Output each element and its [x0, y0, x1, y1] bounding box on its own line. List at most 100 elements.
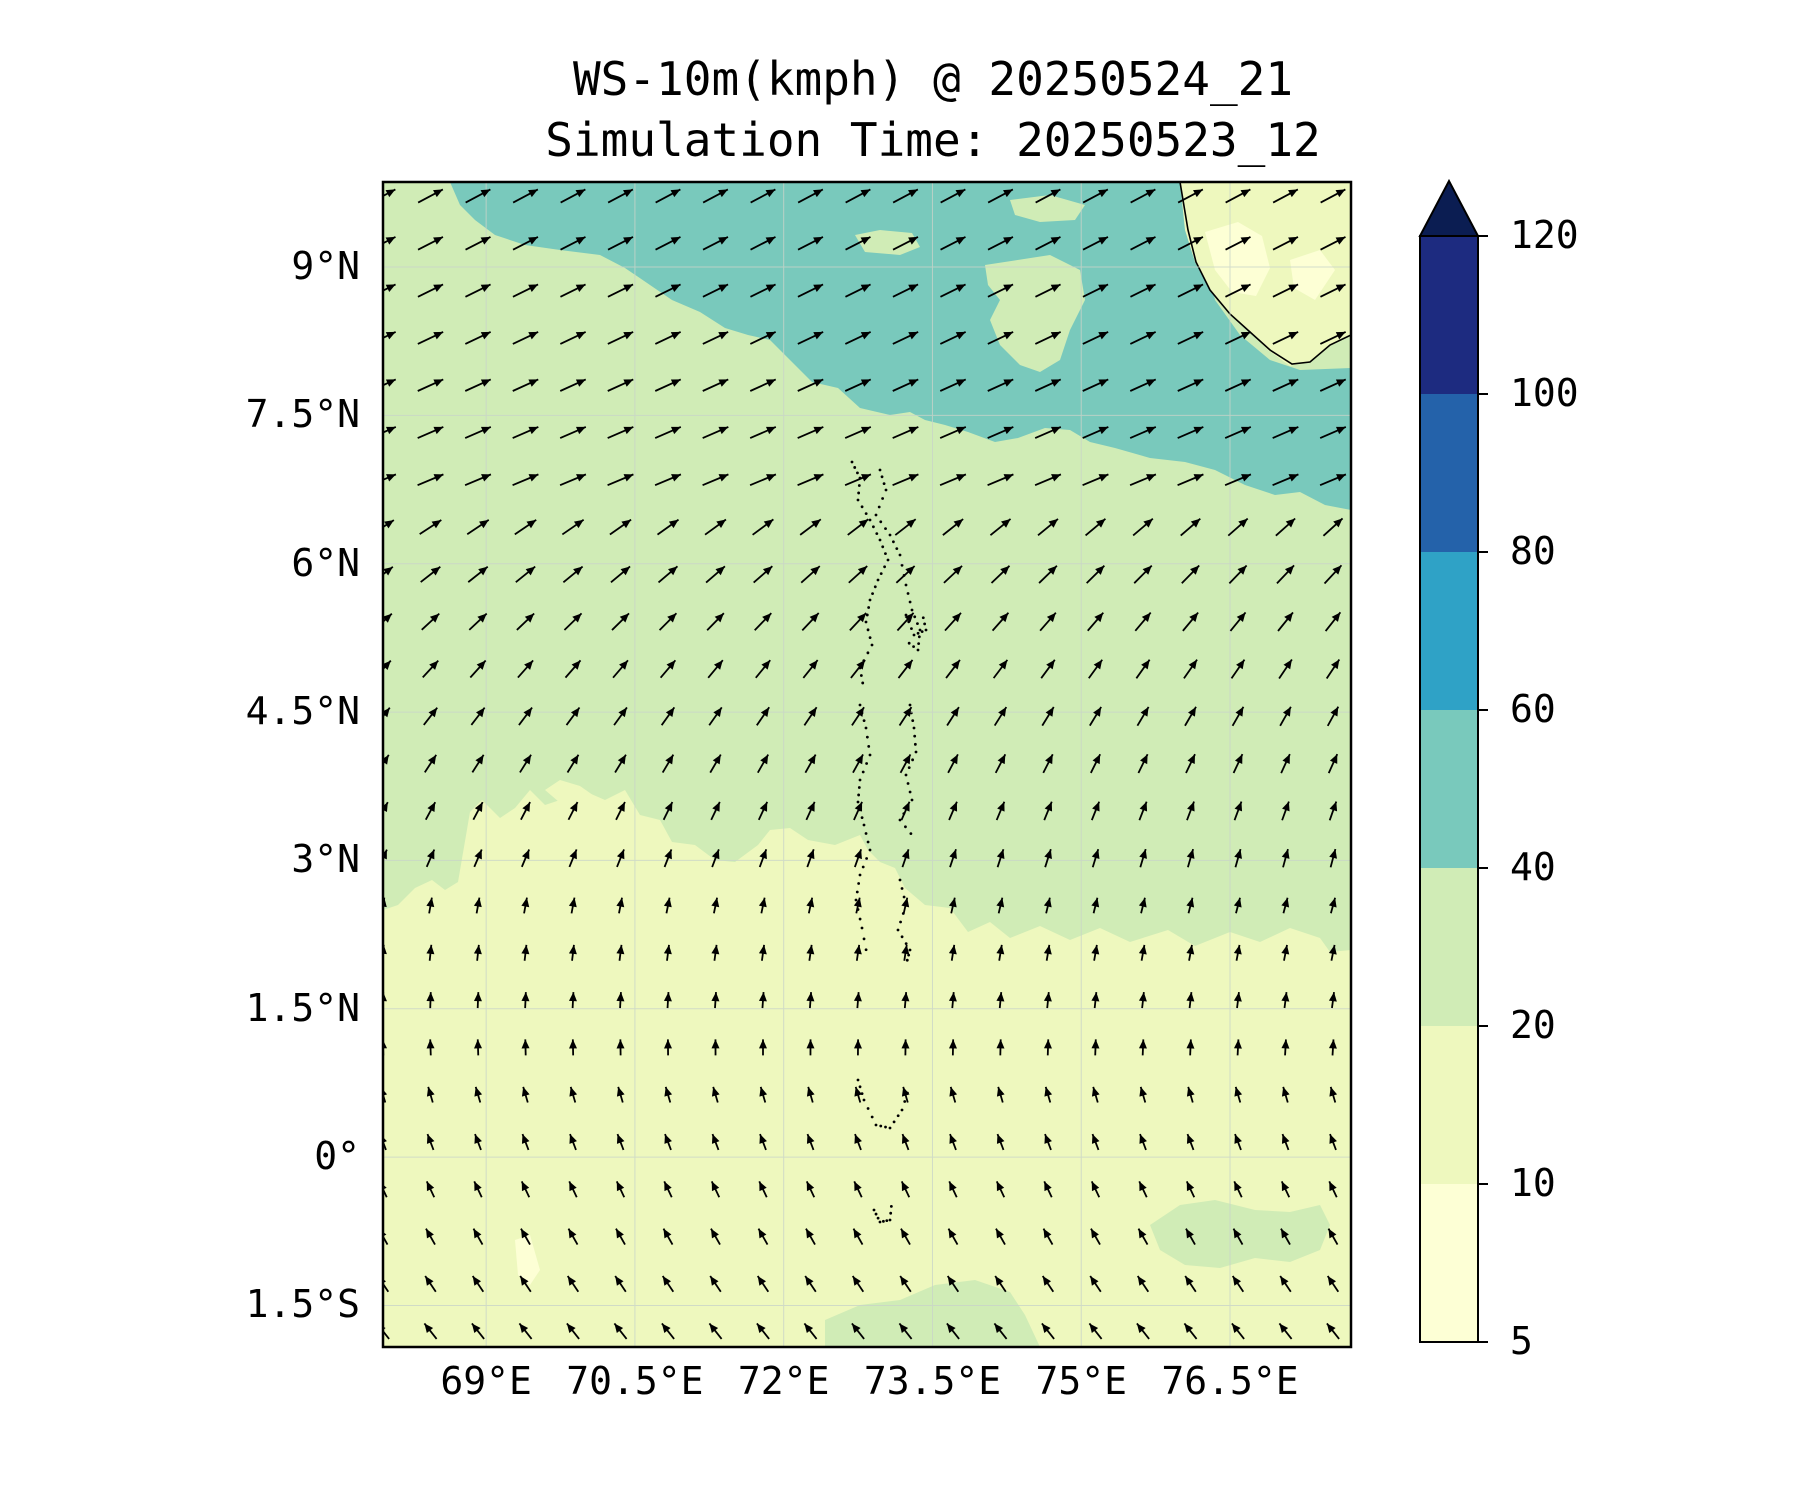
atoll-dot [884, 1125, 887, 1129]
atoll-dot [908, 600, 912, 604]
wind-vector [1090, 1180, 1101, 1198]
atoll-dot [874, 513, 878, 517]
atoll-dot [911, 719, 915, 723]
wind-vector [1137, 1228, 1149, 1246]
wind-vector [1272, 378, 1299, 392]
atoll-dot [914, 750, 918, 754]
wind-vector [996, 897, 1005, 914]
wind-vector [948, 1180, 958, 1198]
wind-vector [1234, 1133, 1242, 1151]
wind-vector [417, 331, 444, 345]
atoll-dot [896, 928, 900, 932]
wind-vector [1234, 848, 1242, 868]
atoll-dot [860, 505, 864, 509]
wind-vector [901, 848, 910, 868]
atoll-dot [879, 520, 883, 524]
atoll-dot [905, 958, 909, 962]
wind-vector [383, 613, 393, 623]
wind-vector [1134, 612, 1152, 632]
wind-vector [560, 283, 586, 298]
wind-vector [473, 944, 482, 961]
colorbar-extend-arrow [1418, 178, 1480, 237]
atoll-dot [856, 800, 860, 804]
wind-vector [853, 1039, 862, 1056]
wind-vector [702, 331, 729, 345]
atoll-dot [868, 753, 872, 757]
wind-vector [1281, 1086, 1290, 1103]
wind-vector [1089, 706, 1102, 727]
wind-vector [564, 659, 582, 679]
wind-vector [704, 518, 727, 536]
wind-vector [474, 1039, 483, 1056]
wind-vector [756, 706, 770, 726]
wind-vector [616, 897, 625, 914]
atoll-dot [886, 558, 890, 562]
wind-vector [1231, 1322, 1245, 1340]
wind-vector [607, 331, 634, 345]
wind-vector [519, 754, 532, 773]
wind-vector [1225, 283, 1251, 298]
wind-vector [654, 378, 682, 392]
wind-vector [1329, 848, 1337, 868]
wind-vector [1041, 1322, 1055, 1340]
atoll-dot [896, 1114, 900, 1118]
wind-vector [1039, 612, 1057, 632]
atoll-dot [910, 627, 913, 630]
wind-vector [1184, 1275, 1197, 1293]
wind-vector [710, 1180, 721, 1198]
wind-vector [1327, 753, 1339, 774]
atoll-dot [872, 1208, 876, 1212]
wind-vector [1137, 753, 1149, 774]
wind-vector [1035, 236, 1061, 251]
wind-vector [383, 566, 394, 576]
wind-vector [940, 188, 966, 204]
wind-vector [426, 1086, 435, 1103]
wind-vector [1088, 659, 1103, 679]
wind-vector [1042, 753, 1054, 774]
wind-vector [514, 519, 537, 536]
atoll-dot [912, 726, 916, 730]
atoll-dot [881, 545, 885, 549]
atoll-dot [864, 832, 868, 835]
wind-vector [947, 1228, 959, 1246]
atoll-dot [865, 857, 868, 860]
wind-vector [1177, 188, 1204, 204]
x-tick-label: 70.5°E [566, 1359, 704, 1403]
wind-vector [1281, 897, 1290, 914]
atoll-dot [904, 613, 908, 617]
wind-vector [1272, 188, 1299, 204]
wind-vector [663, 849, 673, 868]
wind-vector [804, 754, 817, 774]
wind-vector [1087, 612, 1104, 632]
wind-vector [802, 659, 819, 679]
atoll-dot [862, 1098, 866, 1102]
wind-vector [512, 473, 539, 487]
wind-vector [656, 518, 680, 536]
wind-vector [987, 283, 1014, 298]
atoll-dot [868, 598, 872, 602]
wind-vector [465, 236, 491, 251]
wind-vector [559, 473, 587, 487]
wind-vector [993, 1322, 1008, 1340]
wind-vector [1091, 944, 1100, 961]
wind-vector [512, 331, 539, 345]
wind-vector [996, 1039, 1005, 1056]
wind-vector [1129, 378, 1157, 392]
atoll-dot [889, 1205, 893, 1208]
wind-vector [1281, 1133, 1290, 1151]
atoll-dot [864, 512, 868, 515]
wind-vector [801, 612, 820, 631]
wind-vector [750, 283, 776, 298]
wind-vector [664, 1133, 672, 1151]
wind-vector [417, 378, 444, 392]
wind-vector [806, 849, 815, 868]
wind-vector [569, 1039, 578, 1056]
wind-vector [616, 1133, 625, 1151]
atoll-dot [916, 622, 919, 625]
wind-vector [383, 754, 390, 766]
wind-vector [850, 659, 866, 679]
wind-vector [853, 944, 862, 961]
wind-vector [521, 992, 530, 1009]
wind-vector [615, 801, 626, 821]
colorbar-tick-label: 40 [1510, 845, 1556, 889]
